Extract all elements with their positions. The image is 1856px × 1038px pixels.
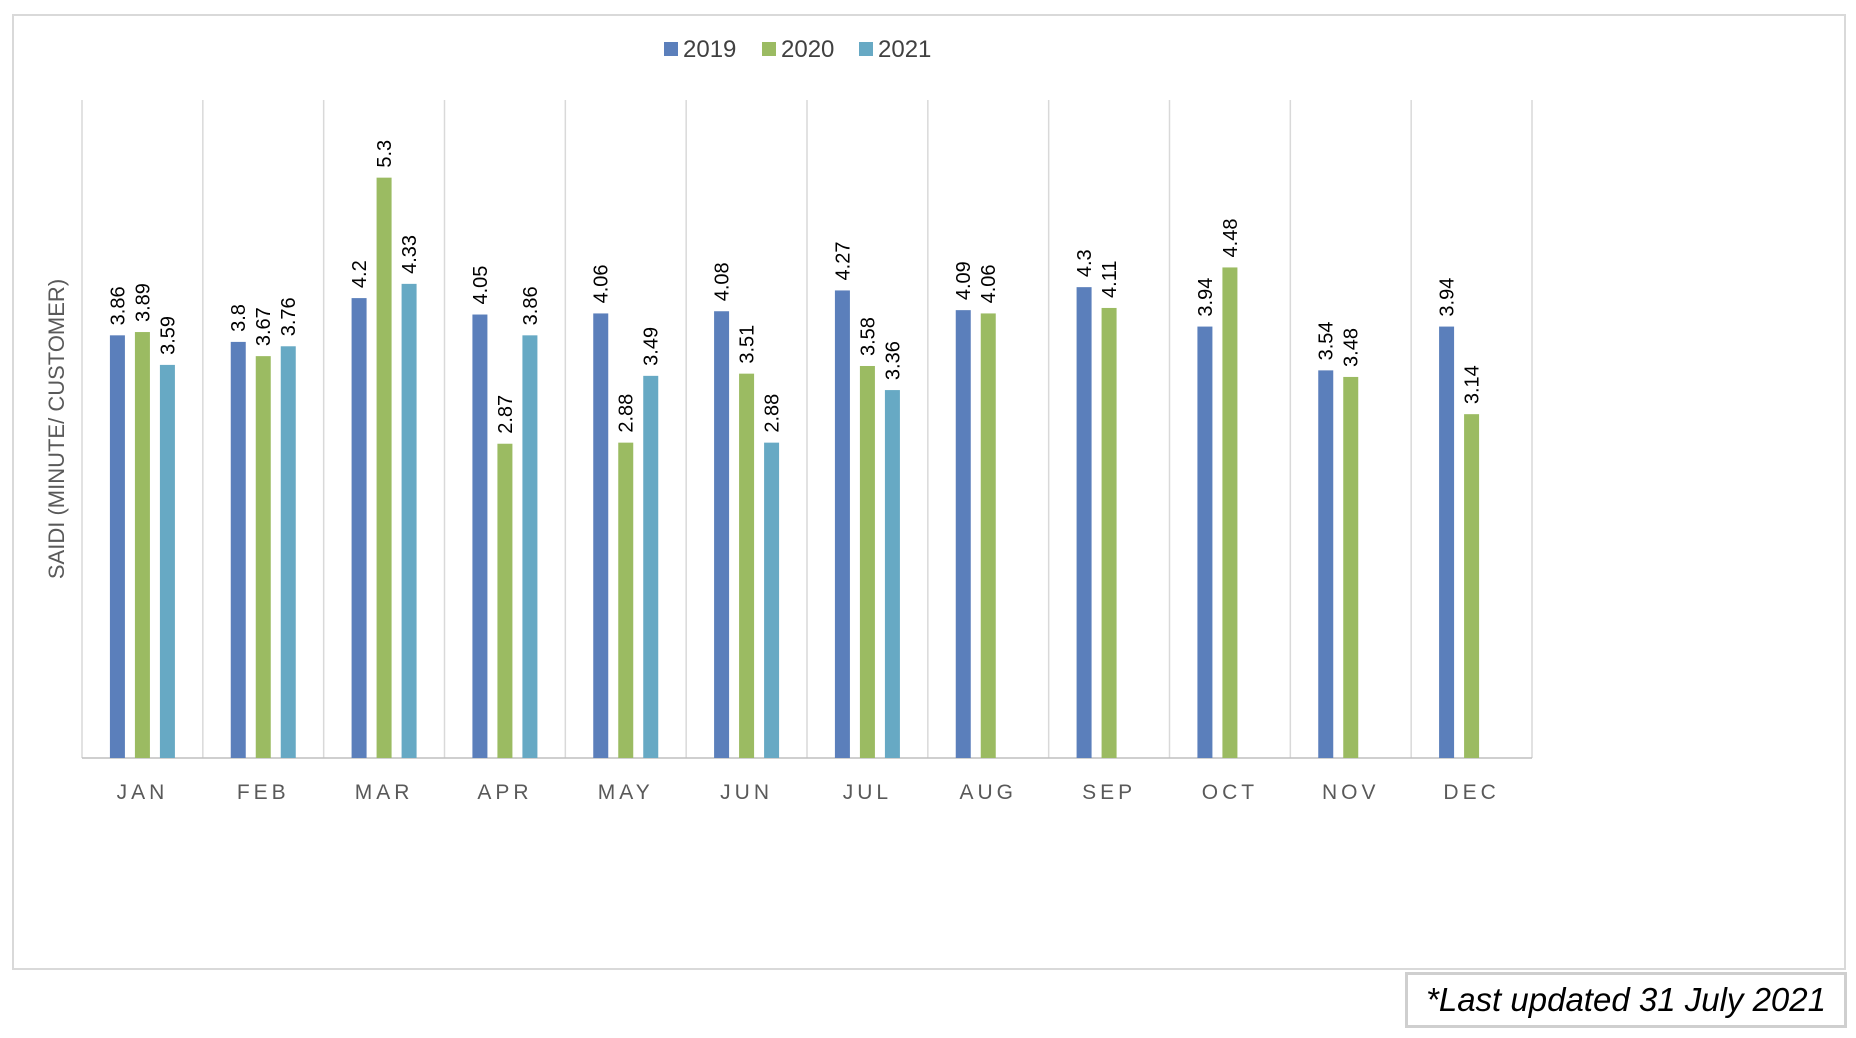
data-label: 4.11 [1099, 261, 1121, 298]
bar-2019-jul [834, 290, 850, 758]
bar-2020-jan [134, 332, 150, 758]
x-tick-label: SEP [1082, 781, 1136, 804]
x-tick-label: AUG [959, 781, 1017, 804]
data-label: 4.08 [712, 262, 734, 301]
bar-2020-jul [859, 365, 875, 758]
data-label: 3.94 [1195, 278, 1217, 317]
data-label: 4.06 [978, 264, 1000, 303]
bar-2020-dec [1464, 414, 1480, 758]
x-tick-label: MAY [598, 781, 654, 804]
bar-2019-jun [714, 311, 730, 758]
x-tick-label: FEB [237, 781, 290, 804]
bar-2020-oct [1222, 267, 1238, 758]
data-label: 2.88 [616, 394, 638, 433]
y-axis-label: SAIDI (MINUTE/ CUSTOMER) [44, 279, 69, 579]
bar-2019-oct [1197, 326, 1213, 758]
data-label: 3.94 [1437, 278, 1459, 317]
data-label: 5.3 [374, 140, 396, 168]
bar-2021-jul [884, 390, 900, 758]
bar-2020-feb [255, 356, 271, 758]
data-label: 2.87 [495, 395, 517, 434]
bar-2020-mar [376, 177, 392, 758]
data-label: 3.76 [278, 297, 300, 336]
bar-2019-aug [955, 310, 971, 758]
bar-2019-jan [109, 335, 125, 758]
bar-2020-nov [1343, 376, 1359, 758]
x-tick-label: OCT [1202, 781, 1258, 804]
bar-2021-mar [401, 283, 417, 758]
bar-2019-mar [351, 298, 367, 758]
bar-2020-aug [980, 313, 996, 758]
bar-chart: 3.86 3.8 4.2 4.05 4.06 4.08 4.27 4.09 4.3 3.94 3.5… [44, 36, 1533, 804]
last-updated-note: *Last updated 31 July 2021 [1405, 972, 1847, 1028]
data-label: 3.8 [228, 304, 250, 332]
data-label: 4.05 [470, 266, 492, 305]
bar-2020-apr [497, 443, 513, 758]
chart-frame: 3.86 3.8 4.2 4.05 4.06 4.08 4.27 4.09 4.3 3.94 3.5… [12, 14, 1846, 970]
bar-2019-sep [1076, 287, 1092, 758]
bar-2021-feb [280, 346, 296, 758]
last-updated-text: *Last updated 31 July 2021 [1426, 981, 1826, 1018]
data-label: 2.88 [762, 394, 784, 433]
data-label: 3.58 [857, 317, 879, 356]
data-label: 3.59 [157, 316, 179, 355]
legend-swatch-2021 [859, 42, 873, 56]
x-tick-label: JAN [117, 781, 169, 804]
data-label: 3.89 [132, 283, 154, 322]
data-label: 3.36 [882, 341, 904, 380]
bar-2019-may [593, 313, 609, 758]
bar-2020-sep [1101, 307, 1117, 758]
bar-2019-feb [230, 341, 246, 758]
bar-2019-apr [472, 314, 488, 758]
data-label: 4.48 [1220, 219, 1242, 258]
bar-2019-nov [1318, 370, 1334, 758]
data-label: 3.51 [737, 325, 759, 364]
data-label: 4.2 [349, 260, 371, 288]
data-label: 3.86 [107, 286, 129, 325]
legend-label-2019: 2019 [683, 36, 736, 63]
x-tick-label: JUN [720, 781, 773, 804]
bar-2019-dec [1439, 326, 1455, 758]
data-label: 4.3 [1074, 249, 1096, 277]
legend-swatch-2020 [762, 42, 776, 56]
data-label: 3.67 [253, 307, 275, 346]
data-label: 3.48 [1341, 328, 1363, 367]
legend-label-2020: 2020 [781, 36, 834, 63]
x-tick-label: DEC [1443, 781, 1499, 804]
data-label: 4.09 [953, 261, 975, 300]
x-tick-label: APR [477, 781, 532, 804]
bar-2021-may [643, 375, 659, 758]
bar-2021-jun [764, 442, 780, 758]
bar-2020-jun [739, 373, 755, 758]
x-tick-label: JUL [843, 781, 892, 804]
legend-label-2021: 2021 [878, 36, 931, 63]
data-label: 4.06 [591, 264, 613, 303]
bar-2020-may [618, 442, 634, 758]
bar-2021-jan [159, 364, 175, 758]
x-tick-label: NOV [1322, 781, 1380, 804]
data-label: 3.14 [1462, 365, 1484, 404]
data-label: 3.49 [641, 327, 663, 366]
data-label: 4.33 [399, 235, 421, 274]
data-label: 3.54 [1316, 321, 1338, 360]
data-label: 4.27 [832, 241, 854, 280]
bar-2021-apr [522, 335, 538, 758]
legend-swatch-2019 [664, 42, 678, 56]
data-label: 3.86 [520, 286, 542, 325]
x-tick-label: MAR [355, 781, 414, 804]
